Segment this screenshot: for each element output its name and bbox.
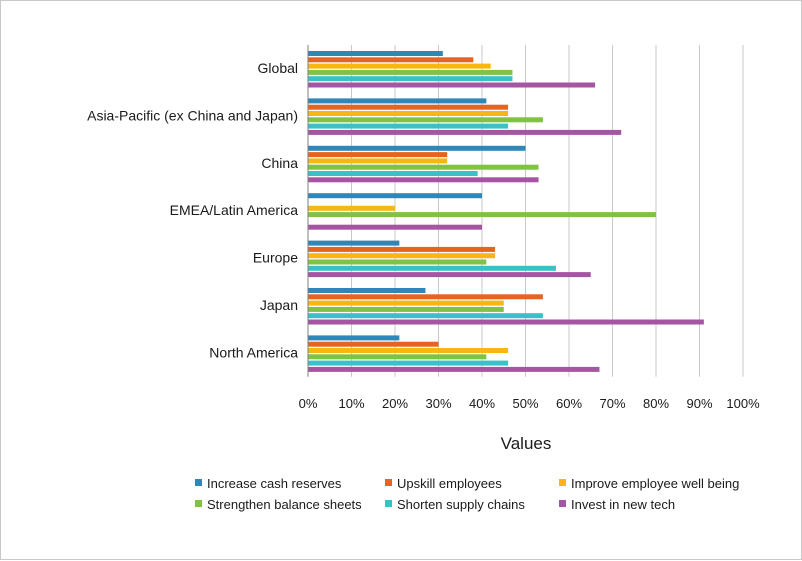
bar [308, 348, 509, 353]
legend-swatch [195, 500, 202, 507]
bar [308, 63, 491, 69]
bar [308, 69, 513, 75]
bar [308, 117, 543, 123]
bar [308, 51, 443, 56]
bar [308, 104, 509, 110]
bar [308, 288, 426, 293]
bar [308, 246, 496, 252]
bar [308, 306, 504, 312]
bar [308, 82, 596, 88]
bar [308, 265, 556, 271]
legend-label: Strengthen balance sheets [207, 497, 362, 512]
bar [308, 76, 513, 82]
category-label: North America [209, 344, 298, 360]
x-tick-label: 10% [338, 396, 364, 411]
legend-swatch [559, 500, 566, 507]
bar [308, 300, 504, 306]
legend-item: Invest in new tech [559, 497, 675, 512]
bar [308, 253, 496, 259]
bar [308, 335, 400, 341]
bar [308, 313, 543, 319]
x-tick-label: 50% [512, 396, 538, 411]
category-labels: Global Asia-Pacific (ex China and Japan) C… [87, 60, 298, 360]
legend-swatch [195, 479, 202, 486]
legend-swatch [559, 479, 566, 486]
bar [308, 224, 482, 230]
legend-item: Shorten supply chains [385, 497, 525, 512]
bar [308, 205, 395, 211]
legend-label: Shorten supply chains [397, 497, 525, 512]
legend: Increase cash reserves Upskill employees I… [195, 476, 739, 512]
bar [308, 123, 509, 129]
legend-label: Invest in new tech [571, 497, 675, 512]
bar [308, 319, 704, 325]
x-tick-label: 60% [556, 396, 582, 411]
x-tick-label: 70% [599, 396, 625, 411]
bar [308, 272, 591, 278]
x-tick-labels: 0% 10% 20% 30% 40% 50% 60% 70% 80% 90% 100% [299, 396, 760, 411]
legend-swatch [385, 479, 392, 486]
category-label: Global [258, 60, 298, 76]
x-axis-title: Values [501, 434, 552, 453]
bar [308, 171, 478, 176]
legend-item: Improve employee well being [559, 476, 739, 491]
category-label: EMEA/Latin America [170, 202, 299, 218]
category-label: Asia-Pacific (ex China and Japan) [87, 107, 298, 123]
bar [308, 145, 526, 151]
x-tick-label: 90% [686, 396, 712, 411]
legend-label: Increase cash reserves [207, 476, 342, 491]
legend-swatch [385, 500, 392, 507]
bar [308, 158, 448, 164]
legend-item: Upskill employees [385, 476, 502, 491]
category-label: Japan [260, 297, 298, 313]
bar [308, 354, 487, 360]
bar [308, 259, 487, 265]
legend-label: Improve employee well being [571, 476, 739, 491]
bar [308, 366, 600, 372]
x-tick-label: 0% [299, 396, 318, 411]
x-tick-label: 40% [469, 396, 495, 411]
bar [308, 57, 474, 63]
x-tick-label: 100% [726, 396, 760, 411]
bar [308, 240, 400, 246]
legend-label: Upskill employees [397, 476, 502, 491]
gridlines [351, 45, 744, 377]
x-tick-label: 80% [643, 396, 669, 411]
bar [308, 177, 539, 183]
bar [308, 164, 539, 170]
bar [308, 98, 487, 104]
legend-item: Increase cash reserves [195, 476, 342, 491]
legend-item: Strengthen balance sheets [195, 497, 362, 512]
bar [308, 111, 509, 116]
category-label: China [261, 155, 298, 171]
bar [308, 212, 656, 218]
bar [308, 294, 543, 300]
x-tick-label: 20% [382, 396, 408, 411]
x-tick-label: 30% [425, 396, 451, 411]
bar [308, 360, 509, 366]
bars [308, 51, 704, 372]
bar [308, 341, 439, 347]
bar [308, 129, 622, 135]
category-label: Europe [253, 250, 298, 266]
bar [308, 193, 482, 199]
bar [308, 152, 448, 158]
